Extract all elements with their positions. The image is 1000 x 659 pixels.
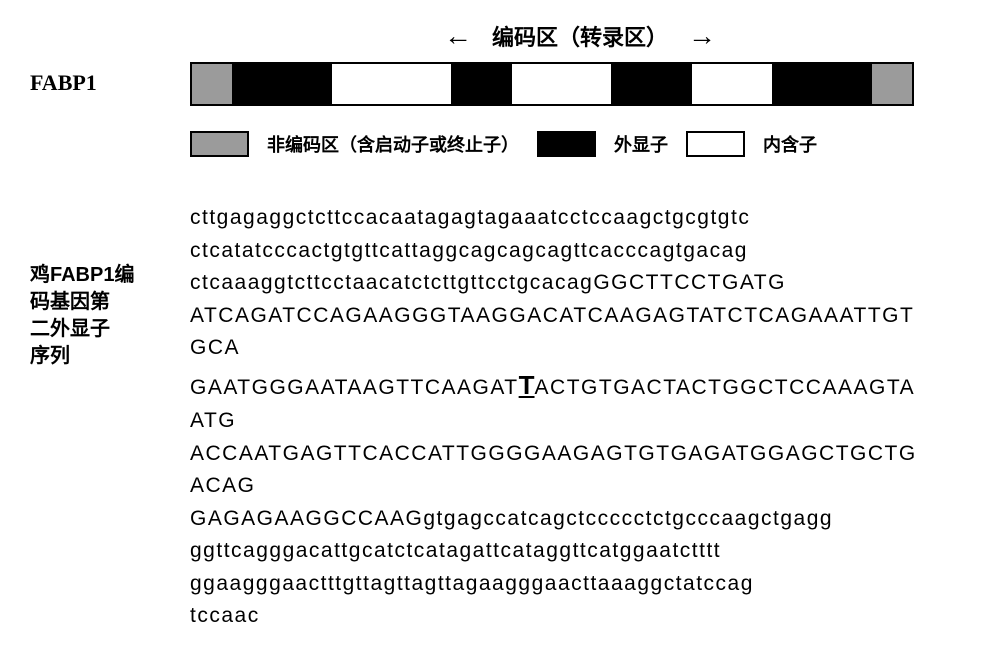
snp-highlight: T (519, 370, 535, 400)
gene-segment (192, 64, 233, 104)
sequence-label-line: 码基因第 (30, 289, 190, 316)
sequence-label-line: 二外显子 (30, 316, 190, 343)
sequence-line: ctcatatcccactgtgttcattaggcagcagcagttcacc… (190, 235, 930, 268)
sequence-line: ATCAGATCCAGAAGGGTAAGGACATCAAGAGTATCTCAGA… (190, 300, 930, 365)
gene-segment (872, 64, 912, 104)
sequence-line: ctcaaaggtcttcctaacatctcttgttcctgcacagGGC… (190, 267, 930, 300)
sequence-line: GAATGGGAATAAGTTCAAGATTACTGTGACTACTGGCTCC… (190, 365, 930, 438)
legend-label: 外显子 (614, 131, 668, 157)
gene-structure-bar (190, 62, 914, 106)
gene-name-label: FABP1 (30, 20, 190, 96)
sequence-label: 鸡FABP1编码基因第二外显子序列 (30, 202, 190, 633)
gene-segment (773, 64, 873, 104)
legend-swatch (537, 131, 596, 157)
gene-segment (512, 64, 612, 104)
sequence-label-line: 序列 (30, 343, 190, 370)
gene-segment (452, 64, 512, 104)
sequence-line: ACCAATGAGTTCACCATTGGGGAAGAGTGTGAGATGGAGC… (190, 438, 930, 503)
coding-region-label: 编码区（转录区） (492, 20, 668, 52)
gene-segment (332, 64, 452, 104)
arrow-left-icon: ← (444, 22, 472, 50)
arrow-right-icon: → (688, 22, 716, 50)
sequence-text: cttgagaggctcttccacaatagagtagaaatcctccaag… (190, 202, 930, 633)
sequence-line: ggaagggaactttgttagttagttagaagggaacttaaag… (190, 568, 930, 601)
legend-swatch (190, 131, 249, 157)
gene-segment (612, 64, 692, 104)
legend-label: 非编码区（含启动子或终止子） (267, 131, 519, 157)
coding-region-header: ← 编码区（转录区） → (190, 20, 970, 52)
sequence-label-line: 鸡FABP1编 (30, 262, 190, 289)
sequence-line: tccaac (190, 600, 930, 633)
legend: 非编码区（含启动子或终止子） 外显子 内含子 (190, 131, 970, 157)
sequence-line: ggttcagggacattgcatctcatagattcataggttcatg… (190, 535, 930, 568)
gene-segment (233, 64, 333, 104)
legend-label: 内含子 (763, 131, 817, 157)
sequence-line: cttgagaggctcttccacaatagagtagaaatcctccaag… (190, 202, 930, 235)
legend-swatch (686, 131, 745, 157)
sequence-line: GAGAGAAGGCCAAGgtgagccatcagctccccctctgccc… (190, 503, 930, 536)
gene-segment (692, 64, 772, 104)
